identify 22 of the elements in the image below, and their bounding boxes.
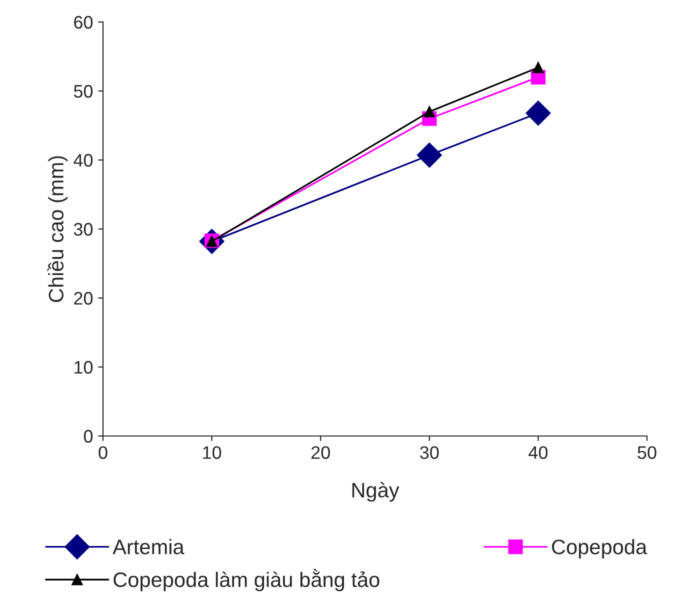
x-tick-label: 40 <box>528 446 548 459</box>
legend-label: Copepoda <box>552 539 648 558</box>
x-axis-title: Ngày <box>352 482 400 502</box>
x-tick-label: 30 <box>420 446 439 459</box>
y-tick-label: 50 <box>74 84 93 98</box>
x-tick-label: 20 <box>311 446 330 459</box>
x-tick-label: 0 <box>98 446 108 459</box>
y-axis-title: Chiều cao (mm) <box>47 156 68 302</box>
point <box>532 62 544 74</box>
legend-label: Artemia <box>112 539 184 554</box>
point <box>424 106 435 118</box>
point <box>416 142 442 168</box>
point <box>526 100 551 126</box>
y-tick-label: 30 <box>74 222 93 236</box>
x-tick-label: 50 <box>638 446 656 459</box>
legend-label: Copepoda làm giàu bằng tảo <box>114 568 380 592</box>
y-tick-label: 40 <box>74 154 93 167</box>
y-tick-label: 10 <box>74 360 93 374</box>
y-tick-label: 0 <box>84 430 93 443</box>
y-tick-label: 20 <box>74 292 93 305</box>
x-tick-label: 10 <box>203 446 222 459</box>
y-tick-label: 60 <box>74 16 93 29</box>
